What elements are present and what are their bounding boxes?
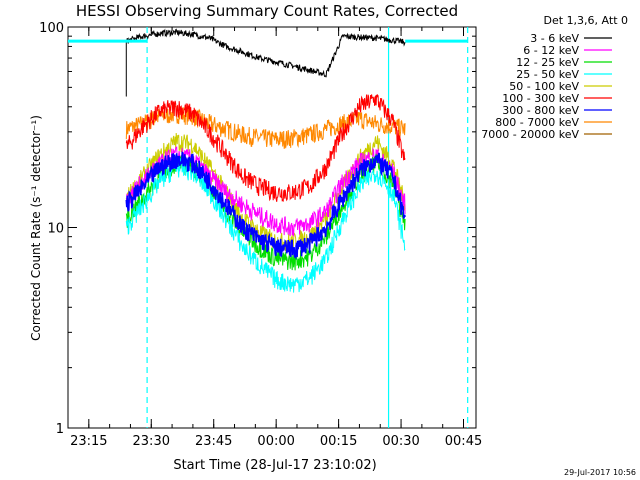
x-axis-label: Start Time (28-Jul-17 23:10:02) <box>173 458 376 473</box>
x-tick-label: 00:15 <box>320 434 357 449</box>
series-line-5 <box>125 93 406 202</box>
x-tick-label: 00:00 <box>257 434 294 449</box>
legend-label: 7000 - 20000 keV <box>481 128 579 141</box>
chart-title: HESSI Observing Summary Count Rates, Cor… <box>76 2 458 20</box>
series-line-6 <box>125 151 406 261</box>
x-tick-label: 23:30 <box>133 434 170 449</box>
y-tick-label: 1 <box>56 422 64 437</box>
timestamp-label: 29-Jul-2017 10:56 <box>564 468 636 477</box>
legend-label: 50 - 100 keV <box>509 80 579 93</box>
legend-label: 100 - 300 keV <box>502 92 579 105</box>
legend-label: 800 - 7000 keV <box>495 116 579 129</box>
x-tick-label: 23:15 <box>70 434 107 449</box>
legend-label: 6 - 12 keV <box>523 44 579 57</box>
legend-header: Det 1,3,6, Att 0 <box>544 14 628 27</box>
legend-label: 25 - 50 keV <box>516 68 579 81</box>
y-tick-label: 10 <box>47 222 64 237</box>
legend-label: 12 - 25 keV <box>516 56 579 69</box>
series-line-0 <box>125 28 406 78</box>
legend-label: 300 - 800 keV <box>502 104 579 117</box>
x-tick-label: 00:45 <box>445 434 482 449</box>
plot-area: 1 10 100 23:15 23:30 23:45 00:00 00:15 00:30 00:4… <box>39 21 482 449</box>
legend-label: 3 - 6 keV <box>530 32 579 45</box>
x-tick-label: 23:45 <box>195 434 232 449</box>
y-tick-label: 100 <box>39 21 64 36</box>
x-tick-label: 00:30 <box>382 434 419 449</box>
y-axis-label: Corrected Count Rate (s⁻¹ detector⁻¹) <box>29 115 43 341</box>
